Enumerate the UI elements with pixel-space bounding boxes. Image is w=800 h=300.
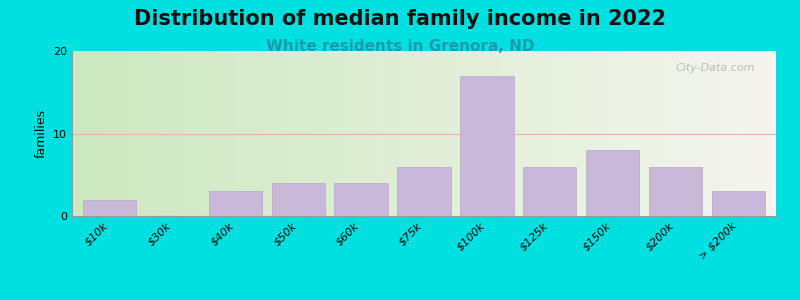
Y-axis label: families: families [34, 109, 47, 158]
Bar [711, 191, 765, 216]
Bar [649, 167, 702, 216]
Bar [523, 167, 577, 216]
Bar [586, 150, 639, 216]
Bar [83, 200, 137, 216]
Bar [271, 183, 325, 216]
Bar [460, 76, 514, 216]
Bar [334, 183, 388, 216]
Bar [398, 167, 450, 216]
Bar [209, 191, 262, 216]
Text: White residents in Grenora, ND: White residents in Grenora, ND [266, 39, 534, 54]
Text: Distribution of median family income in 2022: Distribution of median family income in … [134, 9, 666, 29]
Text: City-Data.com: City-Data.com [675, 62, 755, 73]
